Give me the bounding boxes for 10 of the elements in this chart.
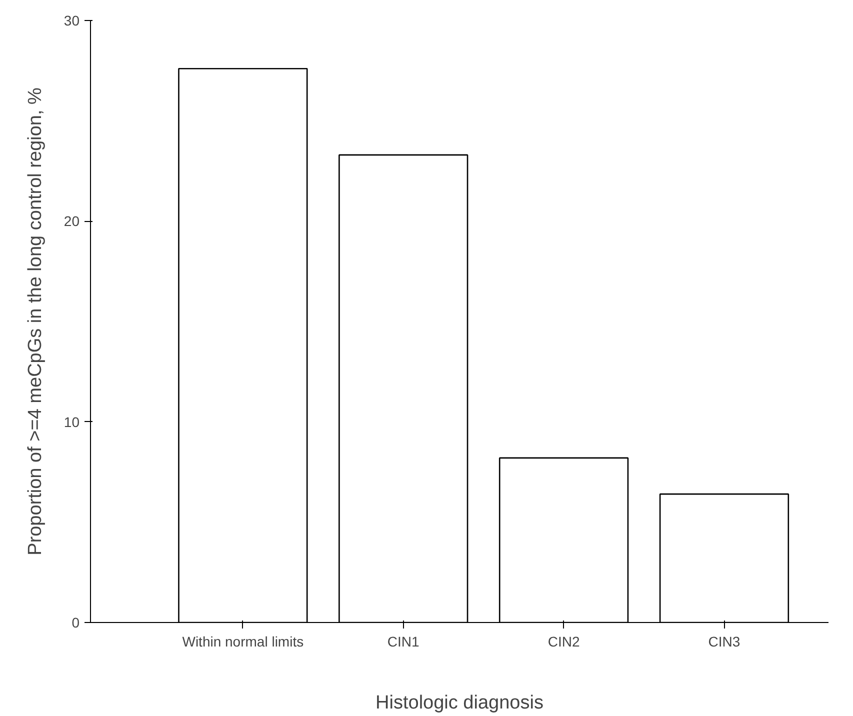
y-tick-label: 20 [64, 213, 80, 230]
x-tick-label: Within normal limits [182, 634, 304, 650]
x-tick-label: CIN2 [548, 634, 580, 650]
y-tick-label: 30 [64, 12, 80, 28]
y-tick-label: 0 [72, 614, 80, 630]
x-tick-label: CIN3 [708, 634, 740, 650]
x-tick-label: CIN1 [387, 634, 420, 650]
y-tick-label: 10 [64, 414, 80, 430]
x-axis-title: Histologic diagnosis [376, 692, 544, 714]
y-axis-title: Proportion of >=4 meCpGs in the long control region, % [24, 87, 46, 556]
